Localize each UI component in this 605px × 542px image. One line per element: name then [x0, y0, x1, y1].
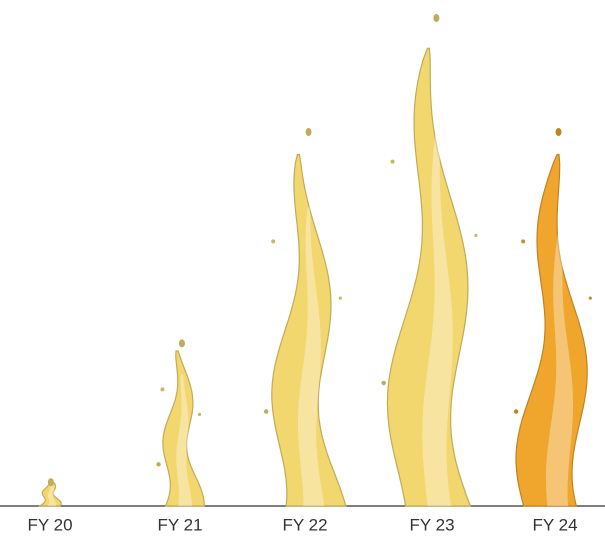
chart: FY 20 FY 21 FY 22 FY 23 FY 24: [0, 0, 605, 542]
droplet: [198, 413, 201, 416]
droplet: [264, 409, 268, 413]
droplet: [390, 160, 394, 164]
droplet: [156, 462, 160, 466]
droplet: [339, 297, 342, 300]
droplet: [306, 128, 312, 136]
droplet: [433, 14, 439, 22]
droplet: [521, 239, 525, 243]
droplet: [271, 239, 275, 243]
droplet: [48, 478, 54, 486]
x-tick-label: FY 20: [27, 515, 72, 534]
x-tick-label: FY 22: [282, 515, 327, 534]
droplet: [179, 339, 185, 347]
droplet: [474, 234, 477, 237]
x-tick-label: FY 21: [157, 515, 202, 534]
x-tick-label: FY 23: [409, 515, 454, 534]
droplet: [160, 387, 164, 391]
droplet: [382, 381, 386, 385]
droplet: [589, 297, 592, 300]
droplet: [556, 128, 562, 136]
x-tick-label: FY 24: [532, 515, 577, 534]
droplet: [514, 409, 518, 413]
